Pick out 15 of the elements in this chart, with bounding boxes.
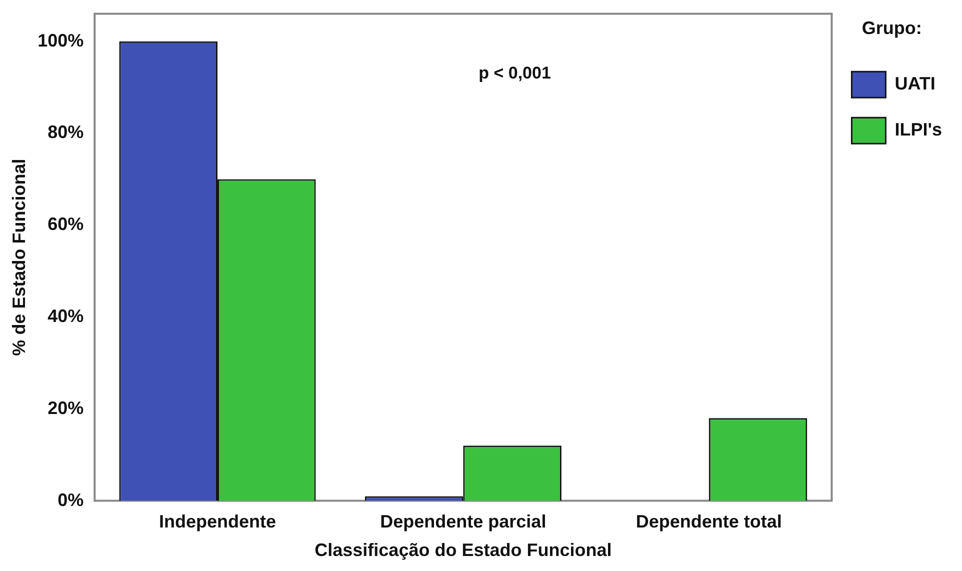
y-tick-label: 60% xyxy=(48,214,84,234)
x-tick-label: Independente xyxy=(158,512,276,532)
x-axis-title: Classificação do Estado Funcional xyxy=(314,540,612,560)
annotation: p < 0,001 xyxy=(478,63,551,82)
y-tick-label: 0% xyxy=(58,490,84,510)
legend-label: ILPI's xyxy=(894,120,942,140)
y-tick-label: 40% xyxy=(48,306,84,326)
y-axis-title: % de Estado Funcional xyxy=(8,158,29,356)
x-tick-label: Dependente total xyxy=(636,512,782,532)
y-tick-label: 100% xyxy=(38,30,84,50)
x-tick-label: Dependente parcial xyxy=(380,512,546,532)
legend-title: Grupo: xyxy=(862,18,922,38)
y-tick-label: 20% xyxy=(48,398,84,418)
y-tick-label: 80% xyxy=(48,122,84,142)
legend-label: UATI xyxy=(894,74,936,94)
